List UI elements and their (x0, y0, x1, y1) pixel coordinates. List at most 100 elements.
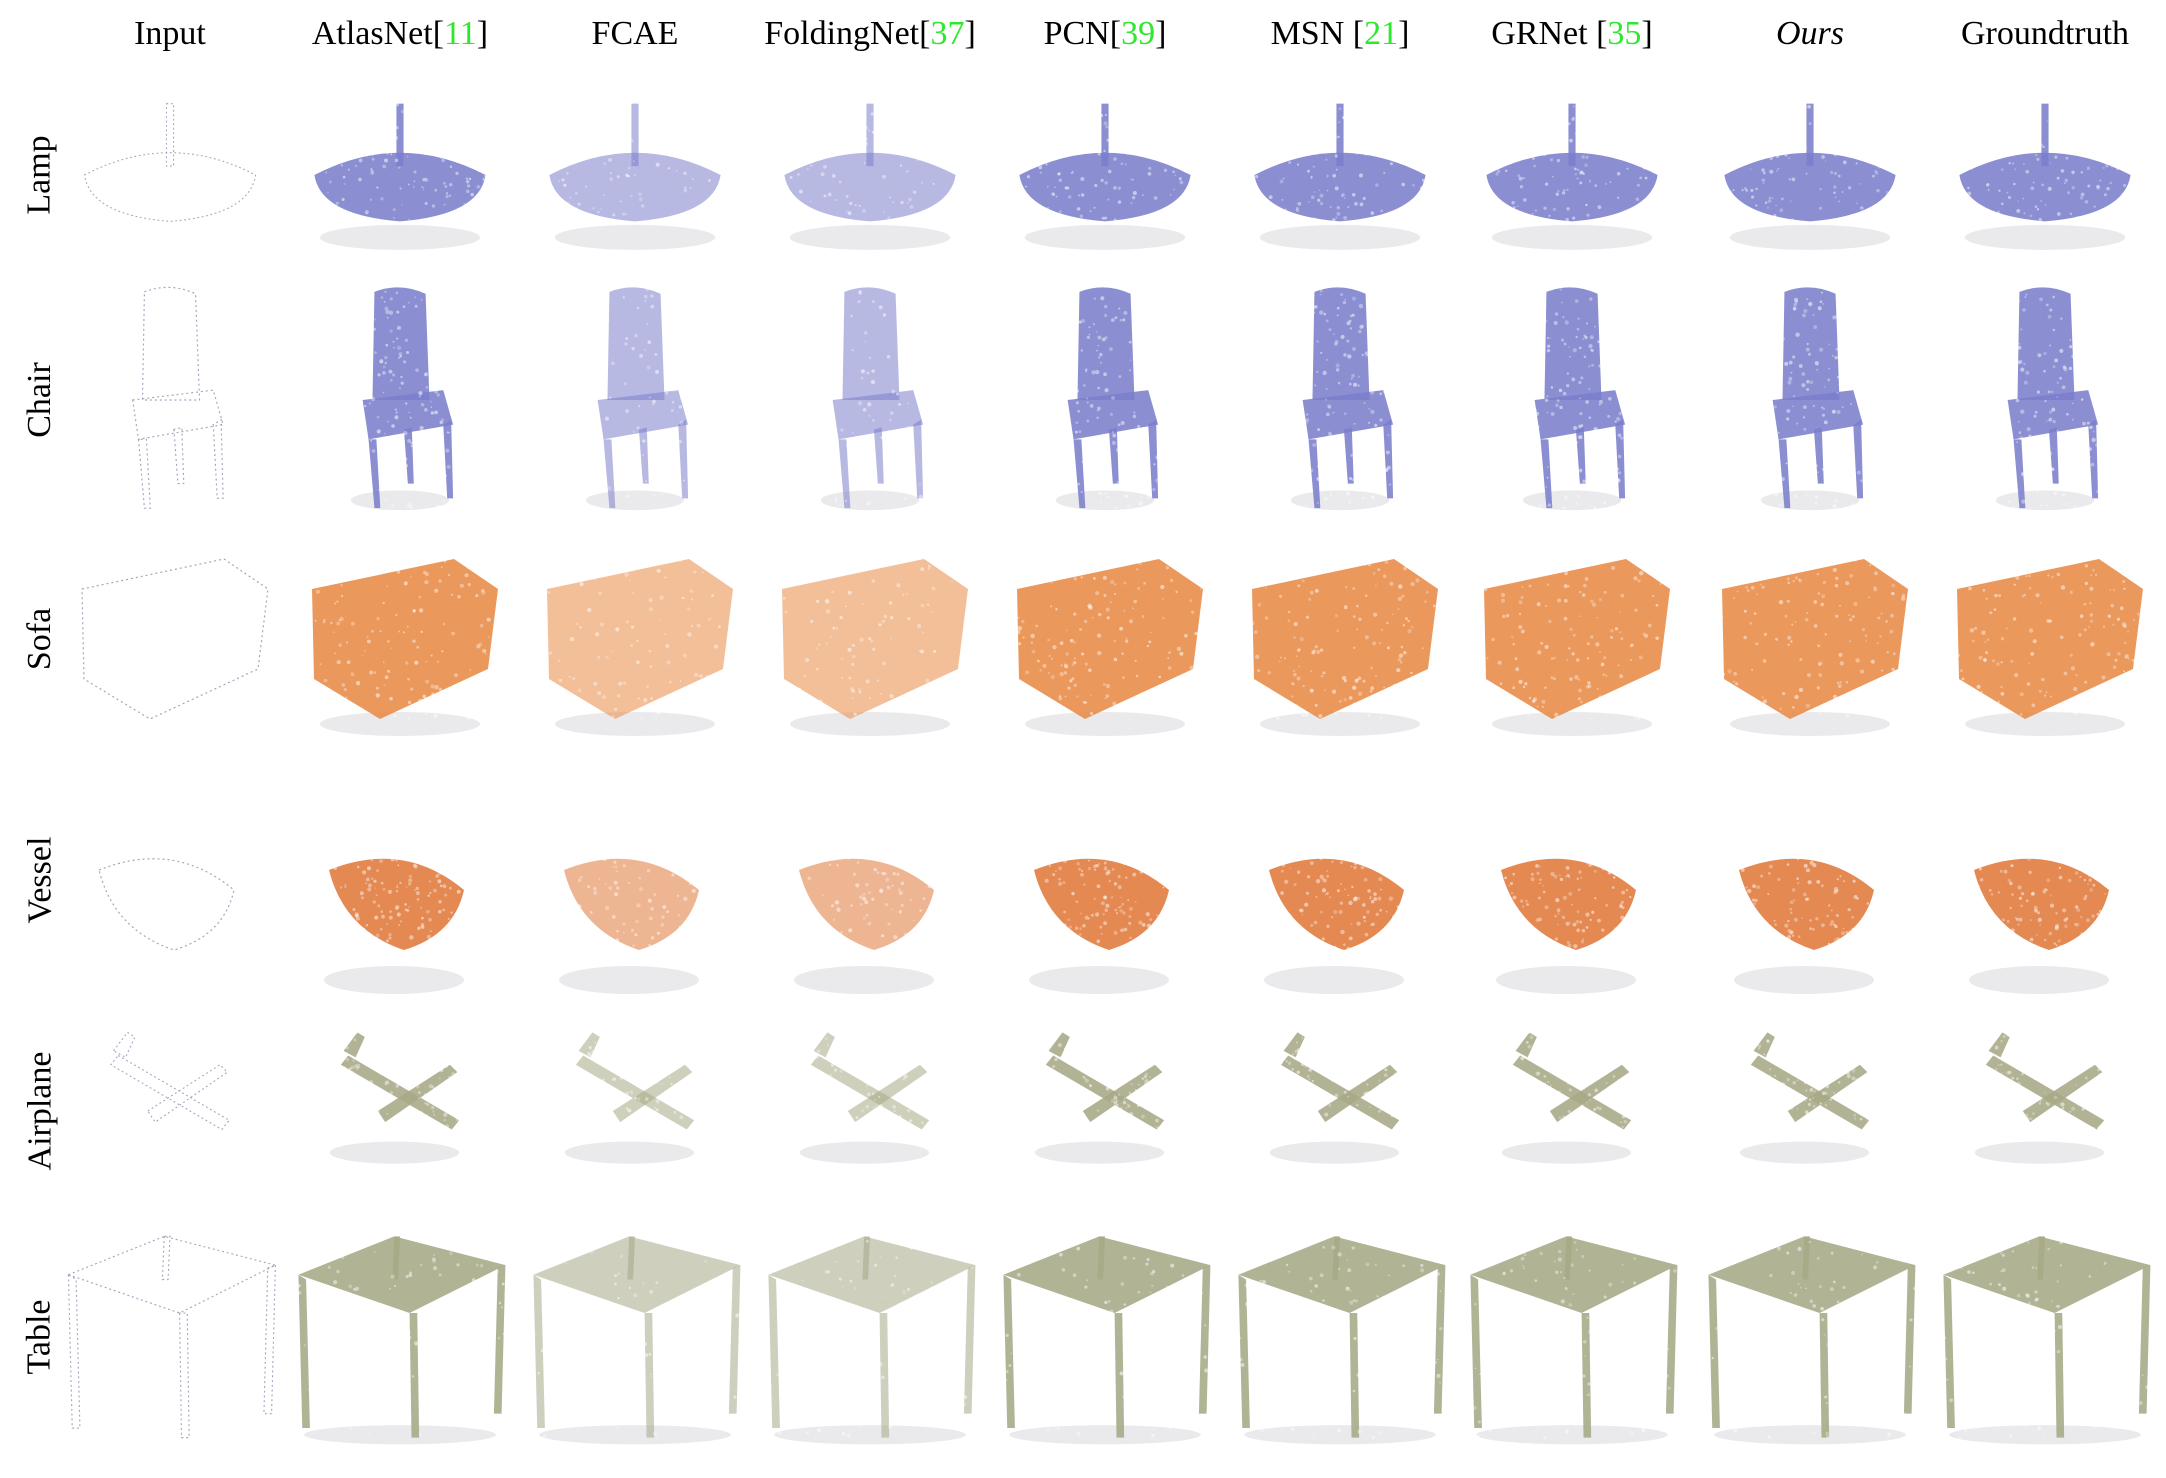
render-vessel-ours (1694, 760, 1926, 1000)
point-cloud-image (1290, 287, 1396, 511)
point-cloud-image (297, 1235, 506, 1445)
render-airplane-pcn (989, 1000, 1221, 1222)
render-table-ours (1694, 1222, 1926, 1452)
point-cloud-image (83, 103, 257, 222)
point-cloud-image (1942, 1235, 2151, 1445)
point-cloud-image (1956, 558, 2144, 736)
bracket-open: [ (432, 15, 445, 52)
render-chair-atlasnet (284, 282, 516, 518)
point-cloud-image (780, 559, 968, 736)
point-cloud-image (66, 1235, 278, 1439)
point-cloud-image (585, 287, 690, 511)
render-lamp-ours (1694, 68, 1926, 282)
render-sofa-groundtruth (1929, 518, 2161, 760)
point-cloud-image (1029, 838, 1170, 994)
point-cloud-image (782, 103, 956, 250)
render-lamp-grnet (1456, 68, 1688, 282)
column-header-input: Input (40, 6, 300, 62)
point-cloud-image (794, 839, 935, 994)
render-lamp-groundtruth (1929, 68, 2161, 282)
bracket-close: ] (964, 15, 976, 52)
point-cloud-image (768, 1236, 976, 1445)
render-airplane-grnet (1456, 1000, 1688, 1222)
point-cloud-image (1739, 1030, 1871, 1164)
point-cloud-image (1496, 839, 1638, 994)
render-lamp-msn (1224, 68, 1456, 282)
citation-link[interactable]: 11 (444, 15, 477, 52)
citation-link[interactable]: 21 (1364, 15, 1399, 52)
render-vessel-input (54, 760, 286, 1000)
column-header-fcae: FCAE (505, 6, 765, 62)
render-vessel-msn (1224, 760, 1456, 1000)
column-header-pcn: PCN[39] (975, 6, 1235, 62)
point-cloud-image (1723, 102, 1898, 250)
point-cloud-image (1019, 102, 1191, 250)
render-sofa-grnet (1456, 518, 1688, 760)
point-cloud-image (559, 840, 701, 994)
point-cloud-image (314, 102, 488, 250)
render-vessel-atlasnet (284, 760, 516, 1000)
point-cloud-image (1974, 1031, 2106, 1164)
point-cloud-image (1003, 1235, 1212, 1445)
column-label: FCAE (591, 15, 679, 52)
column-label: FoldingNet (764, 15, 920, 52)
render-airplane-fcae (519, 1000, 751, 1222)
render-chair-groundtruth (1929, 282, 2161, 518)
column-label: PCN (1043, 15, 1110, 52)
bracket-close: ] (1155, 15, 1167, 52)
point-cloud-image (98, 858, 235, 951)
render-vessel-groundtruth (1929, 760, 2161, 1000)
column-header-ours: Ours (1680, 6, 1940, 62)
point-cloud-image (131, 286, 224, 509)
point-cloud-image (1501, 1030, 1632, 1164)
point-cloud-image (799, 1030, 932, 1164)
render-airplane-groundtruth (1929, 1000, 2161, 1222)
column-label: AtlasNet (311, 15, 433, 52)
render-lamp-pcn (989, 68, 1221, 282)
point-cloud-image (564, 1031, 695, 1164)
render-table-fcae (519, 1222, 751, 1452)
render-table-msn (1224, 1222, 1456, 1452)
citation-link[interactable]: 39 (1121, 15, 1156, 52)
render-sofa-input (54, 518, 286, 760)
render-lamp-fcae (519, 68, 751, 282)
point-cloud-image (1469, 1235, 1679, 1445)
render-chair-foldingnet (754, 282, 986, 518)
point-cloud-image (1236, 1234, 1446, 1445)
point-cloud-image (531, 1236, 741, 1445)
render-sofa-msn (1224, 518, 1456, 760)
render-airplane-msn (1224, 1000, 1456, 1222)
column-header-msn: MSN [21] (1210, 6, 1470, 62)
point-cloud-image (1734, 839, 1874, 994)
render-table-pcn (989, 1222, 1221, 1452)
bracket-close: ] (476, 15, 489, 52)
point-cloud-image (81, 558, 269, 720)
citation-link[interactable]: 37 (930, 15, 965, 52)
point-cloud-image (1969, 838, 2111, 994)
column-header-groundtruth: Groundtruth (1915, 6, 2166, 62)
column-header-grnet: GRNet [35] (1442, 6, 1702, 62)
point-cloud-image (324, 839, 465, 994)
column-label: Ours (1775, 15, 1845, 52)
render-chair-input (54, 282, 286, 518)
point-cloud-image (329, 1030, 460, 1164)
point-cloud-image (1707, 1236, 1917, 1445)
column-label: GRNet (1491, 15, 1597, 52)
point-cloud-image (1485, 102, 1660, 250)
render-vessel-foldingnet (754, 760, 986, 1000)
citation-link[interactable]: 35 (1607, 15, 1642, 52)
point-cloud-image (1264, 838, 1406, 994)
render-chair-grnet (1456, 282, 1688, 518)
render-vessel-pcn (989, 760, 1221, 1000)
bracket-open: [ (1352, 15, 1365, 52)
point-cloud-image (1034, 1031, 1165, 1164)
render-sofa-ours (1694, 518, 1926, 760)
column-label: MSN (1270, 15, 1353, 52)
render-sofa-atlasnet (284, 518, 516, 760)
bracket-open: [ (919, 15, 931, 52)
point-cloud-image (1720, 558, 1908, 736)
render-chair-msn (1224, 282, 1456, 518)
bracket-close: ] (1641, 15, 1653, 52)
point-cloud-image (1016, 557, 1204, 736)
